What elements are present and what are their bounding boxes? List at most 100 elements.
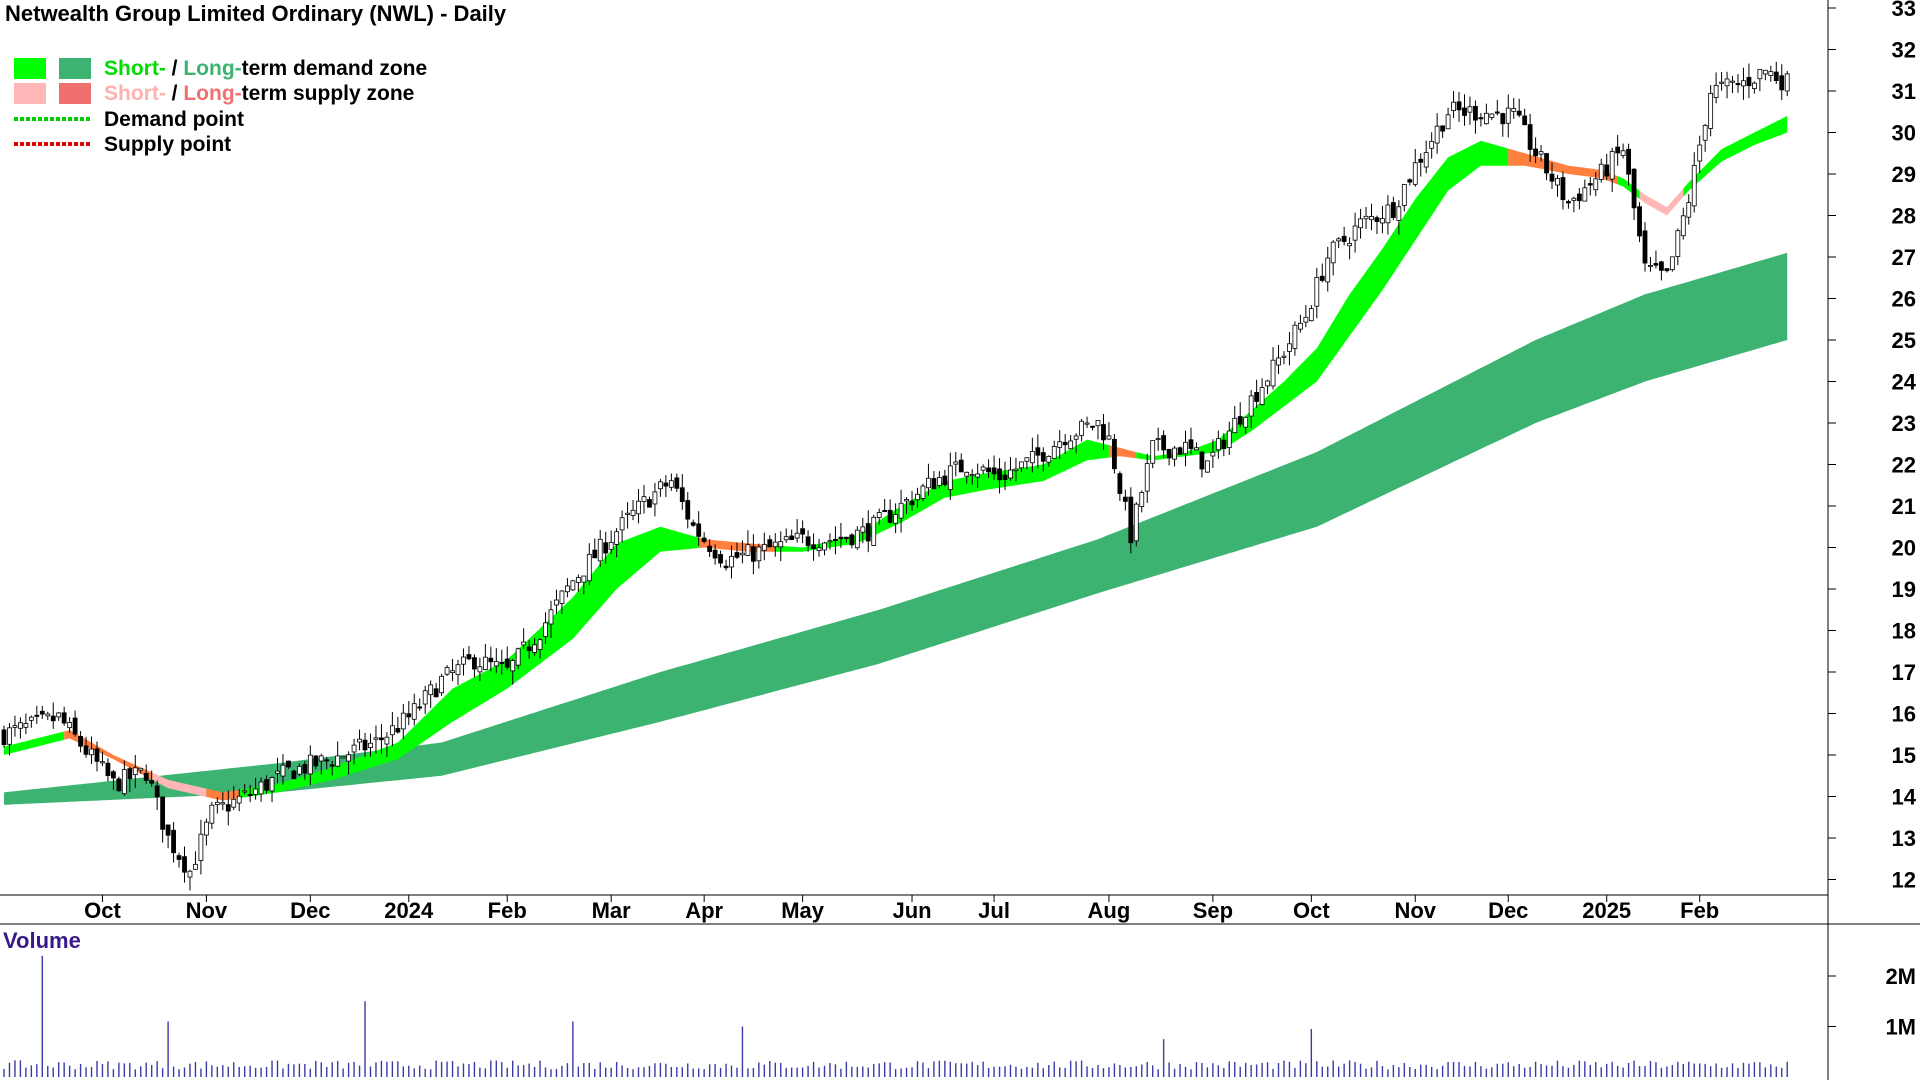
date-tick-label: Oct xyxy=(1293,898,1330,923)
candle-body xyxy=(105,762,111,777)
candle-body xyxy=(1297,322,1303,330)
candle-body xyxy=(1746,76,1752,87)
candle-body xyxy=(510,660,516,672)
candle-body xyxy=(307,754,313,775)
candle-body xyxy=(1697,144,1703,162)
legend-supply-point-label: Supply point xyxy=(104,133,231,156)
candle-body xyxy=(838,536,844,539)
candle-body xyxy=(1773,71,1779,81)
candle-body xyxy=(1358,218,1363,229)
candle-body xyxy=(94,748,100,762)
candle-body xyxy=(23,723,29,728)
candle-body xyxy=(7,727,12,745)
candle-body xyxy=(543,622,548,637)
candle-body xyxy=(1462,107,1467,116)
candle-body xyxy=(39,710,45,715)
candle-body xyxy=(1347,243,1353,247)
candle-body xyxy=(1172,447,1177,460)
zone-segment xyxy=(1683,115,1788,197)
price-tick-label: 23 xyxy=(1892,411,1916,436)
candle-body xyxy=(1741,80,1746,87)
legend-demand-short-text: Short- xyxy=(104,57,166,80)
candle-body xyxy=(1494,111,1500,114)
candle-body xyxy=(1604,164,1610,177)
candle-body xyxy=(1752,82,1757,89)
candle-body xyxy=(1664,268,1670,272)
candle-body xyxy=(871,516,877,546)
candle-body xyxy=(1270,359,1276,387)
candle-body xyxy=(630,509,636,516)
candle-body xyxy=(209,804,215,824)
candle-body xyxy=(707,545,713,552)
candle-body xyxy=(1423,152,1429,168)
candle-body xyxy=(379,737,384,741)
candle-body xyxy=(1210,451,1216,457)
chart-title: Netwealth Group Limited Ordinary (NWL) -… xyxy=(5,1,507,26)
candle-body xyxy=(165,824,171,836)
candle-body xyxy=(351,744,357,753)
candle-body xyxy=(1538,151,1544,155)
candle-body xyxy=(1719,81,1724,84)
candle-body xyxy=(1051,446,1057,459)
date-tick-label: Oct xyxy=(84,898,121,923)
candle-body xyxy=(789,535,795,541)
candle-body xyxy=(1040,452,1046,462)
price-tick-label: 30 xyxy=(1892,121,1916,146)
date-axis: Oct Nov Dec 2024 Feb Mar Apr May Jun Jul Aug Sep Oct… xyxy=(84,895,1719,923)
candle-body xyxy=(1188,439,1194,449)
price-axis: 12 13 14 15 16 17 18 19 20 21 22 23 24 25 26 27 28 29 30 31… xyxy=(1828,0,1917,893)
candle-body xyxy=(417,706,423,709)
candle-body xyxy=(1019,461,1024,469)
candle-body xyxy=(318,755,324,762)
candle-body xyxy=(1352,225,1358,241)
candle-body xyxy=(778,541,784,548)
candle-body xyxy=(1440,125,1446,132)
candle-body xyxy=(909,500,915,506)
candle-body xyxy=(1653,263,1659,266)
candle-body xyxy=(400,712,406,730)
candle-body xyxy=(1522,115,1528,126)
candle-body xyxy=(171,829,176,854)
candle-body xyxy=(597,538,603,562)
candle-body xyxy=(1237,416,1243,425)
candle-body xyxy=(679,487,685,502)
candle-body xyxy=(658,481,663,490)
candle-body xyxy=(1265,380,1270,387)
candle-body xyxy=(581,575,587,583)
candle-body xyxy=(1429,140,1435,149)
candle-body xyxy=(253,788,259,795)
candle-body xyxy=(1199,451,1205,470)
candle-body xyxy=(455,664,461,676)
candle-body xyxy=(1582,187,1588,202)
candle-body xyxy=(1117,473,1123,494)
price-tick-label: 27 xyxy=(1892,245,1916,270)
candle-body xyxy=(154,785,160,798)
candle-body xyxy=(1062,441,1068,446)
candle-body xyxy=(1287,343,1292,352)
candle-body xyxy=(554,599,559,606)
candle-body xyxy=(296,765,302,775)
candle-body xyxy=(1319,275,1325,281)
candle-body xyxy=(1451,101,1456,112)
candle-body xyxy=(18,722,23,729)
candle-body xyxy=(887,509,893,523)
candle-body xyxy=(28,716,34,721)
candle-body xyxy=(499,661,505,664)
candle-body xyxy=(1363,215,1369,220)
candle-body xyxy=(121,769,127,795)
candle-body xyxy=(100,761,105,764)
candle-body xyxy=(1516,110,1522,116)
candle-body xyxy=(1385,204,1391,224)
candle-body xyxy=(34,714,40,717)
candle-body xyxy=(258,781,264,795)
candle-body xyxy=(335,755,341,767)
candle-body xyxy=(1730,80,1735,83)
price-tick-label: 26 xyxy=(1892,287,1916,312)
volume-tick-label: 1M xyxy=(1885,1015,1916,1040)
candle-body xyxy=(1626,148,1631,175)
candle-body xyxy=(1708,92,1714,129)
candle-body xyxy=(1336,238,1342,242)
candle-body xyxy=(822,542,827,551)
candle-body xyxy=(1084,422,1090,425)
candle-body xyxy=(723,565,729,569)
